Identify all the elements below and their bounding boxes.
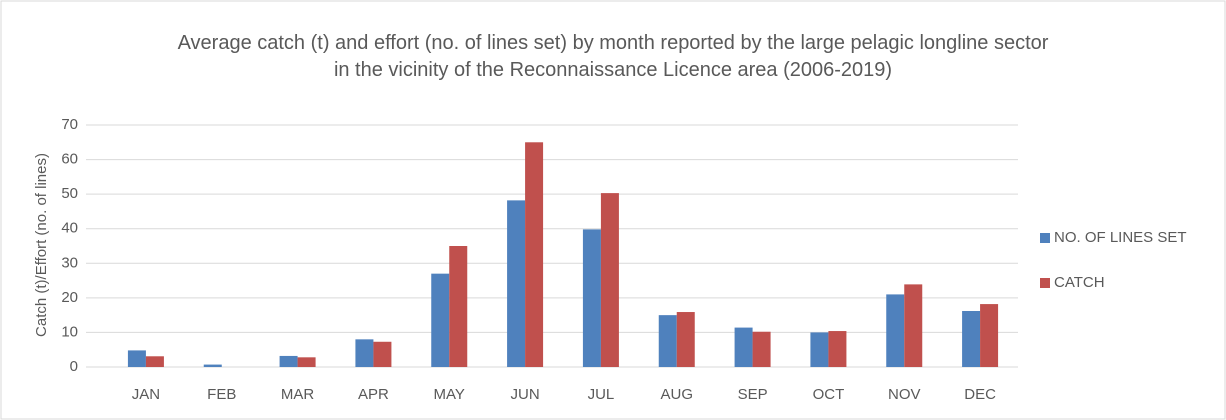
- bar: [752, 331, 771, 367]
- bar: [525, 142, 544, 367]
- legend-label: CATCH: [1054, 274, 1105, 291]
- y-tick-label: 50: [61, 185, 78, 202]
- y-axis-label: Catch (t)/Effort (no. of lines): [33, 153, 50, 337]
- bar: [734, 327, 753, 367]
- bar: [980, 304, 999, 367]
- x-tick-label: FEB: [207, 386, 236, 403]
- y-tick-label: 60: [61, 151, 78, 168]
- y-tick-label: 10: [61, 323, 78, 340]
- bar: [355, 339, 374, 367]
- bar: [373, 341, 392, 367]
- bar: [886, 294, 905, 367]
- x-tick-label: AUG: [660, 386, 693, 403]
- x-tick-label: NOV: [888, 386, 921, 403]
- bar: [431, 273, 450, 367]
- x-tick-label: DEC: [964, 386, 996, 403]
- bar: [676, 312, 695, 367]
- x-tick-label: JUN: [510, 386, 539, 403]
- x-tick-label: MAR: [281, 386, 315, 403]
- x-tick-label: SEP: [738, 386, 768, 403]
- x-tick-label: APR: [358, 386, 389, 403]
- x-tick-label: MAY: [434, 386, 465, 403]
- bar: [810, 332, 829, 367]
- x-tick-label: OCT: [813, 386, 845, 403]
- bar: [828, 331, 847, 367]
- bar: [600, 193, 619, 367]
- y-tick-label: 40: [61, 220, 78, 237]
- chart-title: Average catch (t) and effort (no. of lin…: [177, 32, 1049, 81]
- bar: [449, 246, 468, 367]
- y-tick-label: 70: [61, 116, 78, 133]
- bar: [904, 284, 923, 367]
- bar: [962, 310, 981, 367]
- y-tick-label: 0: [70, 358, 78, 375]
- legend-label: NO. OF LINES SET: [1054, 229, 1187, 246]
- bar: [203, 364, 222, 367]
- x-tick-label: JAN: [132, 386, 160, 403]
- bar: [582, 229, 601, 367]
- bar: [127, 350, 146, 367]
- legend-swatch: [1040, 233, 1050, 243]
- y-tick-label: 20: [61, 289, 78, 306]
- bar: [297, 357, 316, 367]
- y-tick-label: 30: [61, 254, 78, 271]
- bar: [279, 355, 298, 367]
- legend-swatch: [1040, 278, 1050, 288]
- bar: [658, 315, 677, 367]
- bar: [145, 356, 164, 367]
- x-tick-label: JUL: [588, 386, 615, 403]
- bar: [507, 200, 526, 367]
